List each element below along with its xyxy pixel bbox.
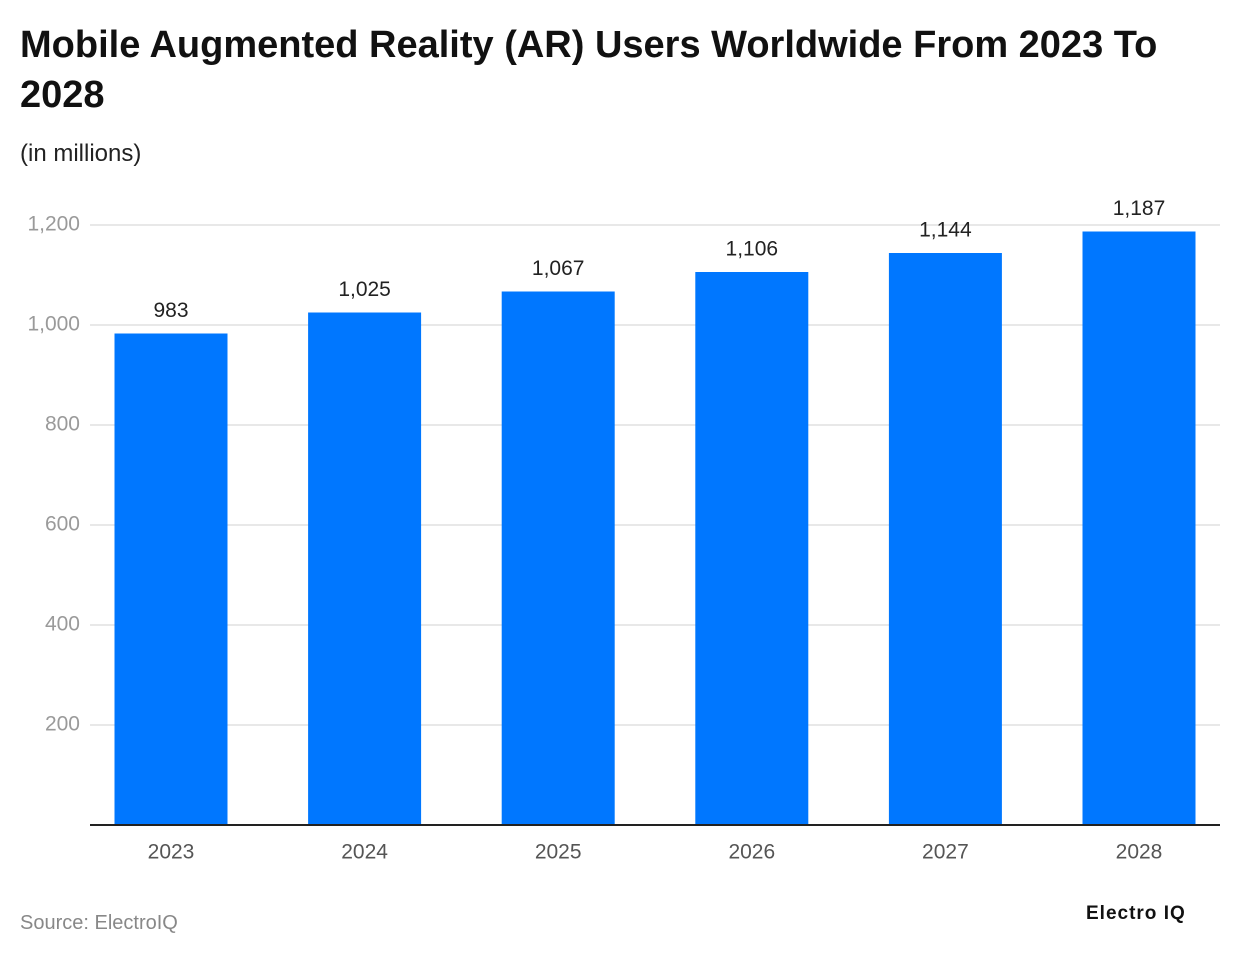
- chart-title: Mobile Augmented Reality (AR) Users Worl…: [20, 24, 1158, 116]
- value-label: 1,106: [726, 238, 779, 261]
- y-tick-label: 400: [45, 613, 80, 636]
- bar: [1082, 231, 1196, 825]
- x-tick-label: 2024: [341, 841, 388, 864]
- value-label: 1,025: [338, 278, 391, 301]
- bar: [114, 333, 228, 825]
- y-tick-label: 200: [45, 713, 80, 736]
- bar: [888, 253, 1002, 825]
- chart-subtitle: (in millions): [20, 140, 142, 167]
- y-tick-label: 600: [45, 513, 80, 536]
- value-label: 1,187: [1113, 197, 1166, 220]
- bar: [308, 312, 422, 825]
- bar: [501, 291, 615, 825]
- source-note: Source: ElectroIQ: [20, 912, 178, 934]
- value-label: 1,144: [919, 219, 972, 242]
- y-tick-label: 1,000: [27, 313, 80, 336]
- x-tick-label: 2025: [535, 841, 582, 864]
- brand-logo: Electro IQ: [1086, 903, 1186, 924]
- value-label: 983: [153, 299, 188, 322]
- x-tick-label: 2023: [148, 841, 195, 864]
- x-tick-label: 2026: [728, 841, 775, 864]
- x-tick-label: 2027: [922, 841, 969, 864]
- y-tick-label: 1,200: [27, 213, 80, 236]
- y-tick-label: 800: [45, 413, 80, 436]
- x-tick-label: 2028: [1116, 841, 1163, 864]
- value-label: 1,067: [532, 257, 585, 280]
- bar: [695, 272, 809, 825]
